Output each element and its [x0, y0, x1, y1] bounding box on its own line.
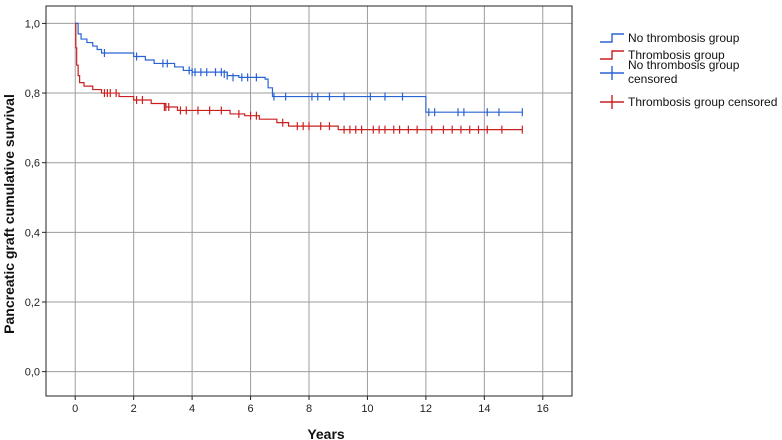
legend: No thrombosis group Thrombosis group No t…: [600, 31, 777, 109]
x-axis-title: Years: [307, 426, 345, 440]
y-tick-label: 0,4: [25, 227, 40, 239]
x-tick-label: 4: [189, 403, 195, 415]
y-tick-label: 0,6: [25, 158, 40, 170]
x-tick-label: 16: [537, 403, 549, 415]
legend-label-no-thrombosis-group: No thrombosis group: [628, 31, 740, 45]
y-axis-ticks: 0,0 0,2 0,4 0,6 0,8 1,0: [25, 18, 46, 379]
y-tick-label: 1,0: [25, 18, 40, 30]
x-tick-label: 8: [306, 403, 312, 415]
x-tick-label: 0: [72, 403, 78, 415]
y-tick-label: 0,2: [25, 297, 40, 309]
y-tick-label: 0,0: [25, 367, 40, 379]
y-axis-title: Pancreatic graft cumulative survival: [1, 94, 17, 334]
x-tick-label: 10: [361, 403, 373, 415]
legend-label-thrombosis-group: Thrombosis group: [628, 48, 725, 62]
x-tick-label: 14: [478, 403, 490, 415]
thrombosis-group-survival-curve: [75, 22, 523, 131]
legend-label-thrombosis-group-censored: Thrombosis group censored: [628, 95, 777, 109]
legend-swatch-no-thrombosis-group: [600, 33, 624, 43]
legend-swatch-thrombosis-group: [600, 50, 624, 60]
x-tick-label: 12: [420, 403, 432, 415]
x-tick-label: 2: [131, 403, 137, 415]
legend-label-no-thrombosis-group-censored: No thrombosis group censored: [628, 58, 740, 86]
x-axis-ticks: 0 2 4 6 8 10 12 14 16: [72, 396, 549, 415]
x-tick-label: 6: [247, 403, 253, 415]
gridlines: [46, 6, 572, 396]
y-tick-label: 0,8: [25, 88, 40, 100]
no-thrombosis-group-survival-curve: [75, 22, 523, 113]
series-layer: [75, 22, 523, 134]
